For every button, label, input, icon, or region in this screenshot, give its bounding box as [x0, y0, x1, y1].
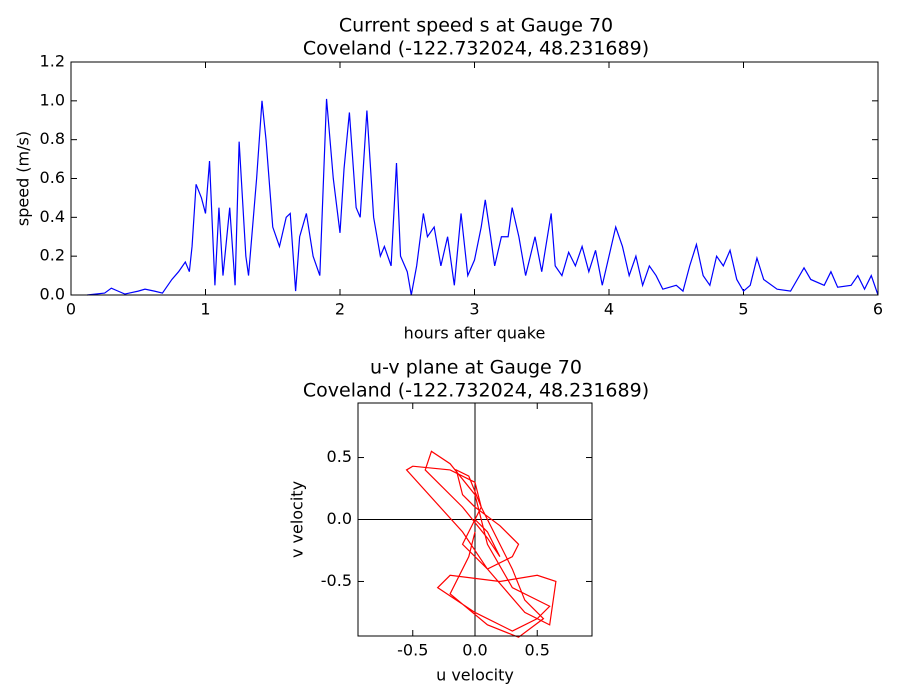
x-tick-label: 0.5 [525, 641, 550, 660]
x-tick-label: 1 [200, 300, 210, 319]
x-tick-label: 3 [469, 300, 479, 319]
y-tick-label: 0.5 [327, 447, 352, 466]
chart-title: u-v plane at Gauge 70 [370, 357, 582, 379]
x-tick-label: 0 [66, 300, 76, 319]
y-axis-label: speed (m/s) [14, 131, 33, 226]
y-tick-label: 0.4 [40, 207, 65, 226]
data-line [87, 98, 879, 296]
y-tick-label: -0.5 [321, 571, 352, 590]
x-axis-label: hours after quake [404, 324, 546, 343]
x-tick-label: 6 [873, 300, 883, 319]
chart-title: Current speed s at Gauge 70 [339, 15, 613, 37]
data-line [405, 450, 557, 638]
x-tick-label: 0.0 [462, 641, 487, 660]
y-tick-label: 0.6 [40, 168, 65, 187]
y-axis-label: v velocity [288, 481, 307, 558]
plot-frame [357, 402, 593, 637]
x-tick-label: 2 [335, 300, 345, 319]
x-tick-label: 5 [738, 300, 748, 319]
y-tick-label: 0.0 [40, 285, 65, 304]
x-tick-label: 4 [604, 300, 614, 319]
y-tick-label: 1.0 [40, 90, 65, 109]
y-tick-label: 0.2 [40, 246, 65, 265]
chart-subtitle: Coveland (-122.732024, 48.231689) [303, 380, 649, 402]
y-tick-label: 0.8 [40, 129, 65, 148]
x-axis-label: u velocity [436, 666, 514, 685]
y-tick-label: 1.2 [40, 52, 65, 71]
y-tick-label: 0.0 [327, 509, 352, 528]
chart-subtitle: Coveland (-122.732024, 48.231689) [303, 38, 649, 60]
plot-frame [70, 61, 879, 296]
x-tick-label: -0.5 [397, 641, 428, 660]
